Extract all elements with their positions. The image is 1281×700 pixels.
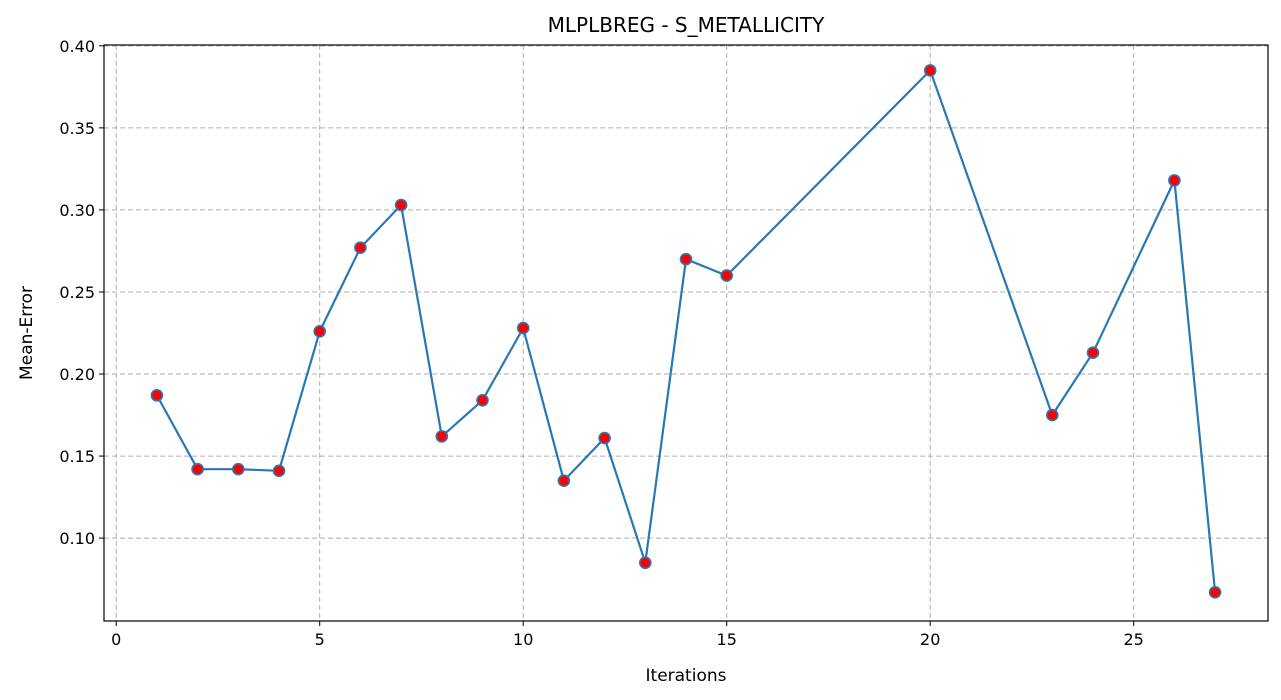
plot-frame (103, 44, 1269, 622)
y-tick-label: 0.25 (59, 283, 95, 302)
y-tick-label: 0.40 (59, 37, 95, 56)
x-tick-label: 25 (1124, 630, 1144, 649)
x-axis-ticks: 0 5 10 15 20 25 (111, 621, 1144, 649)
series-line (155, 69, 1217, 593)
x-tick-label: 15 (717, 630, 737, 649)
y-axis-title: Mean-Error (17, 286, 37, 380)
data-point (394, 198, 408, 212)
data-point (435, 430, 449, 443)
x-tick-label: 5 (315, 630, 325, 649)
data-point (476, 393, 489, 407)
x-tick-label: 10 (513, 630, 533, 649)
data-point (679, 252, 693, 266)
y-tick-label: 0.30 (59, 201, 95, 220)
data-point (150, 389, 164, 402)
data-point (313, 325, 327, 338)
chart-title: MLPLBREG - S_METALLICITY (548, 13, 825, 37)
y-tick-label: 0.35 (59, 119, 95, 138)
data-point (1045, 408, 1059, 422)
series-layer (150, 64, 1222, 599)
data-point (639, 556, 652, 570)
data-point (516, 321, 530, 335)
y-tick-label: 0.15 (59, 447, 95, 466)
data-point (1168, 174, 1181, 187)
data-point (1086, 346, 1100, 359)
data-point (598, 431, 611, 445)
data-point (354, 241, 367, 254)
data-point (923, 64, 937, 77)
data-point (1208, 585, 1222, 599)
x-axis-title: Iterations (646, 666, 727, 686)
data-point (272, 464, 286, 478)
data-point (720, 269, 733, 282)
data-point (232, 462, 245, 476)
data-point (191, 462, 204, 476)
y-tick-label: 0.10 (59, 529, 95, 548)
x-tick-label: 0 (111, 630, 121, 649)
y-axis-ticks: 0.10 0.15 0.20 0.25 0.30 0.35 0.40 (59, 37, 104, 548)
data-point (557, 474, 571, 487)
x-tick-label: 20 (920, 630, 940, 649)
y-tick-label: 0.20 (59, 365, 95, 384)
